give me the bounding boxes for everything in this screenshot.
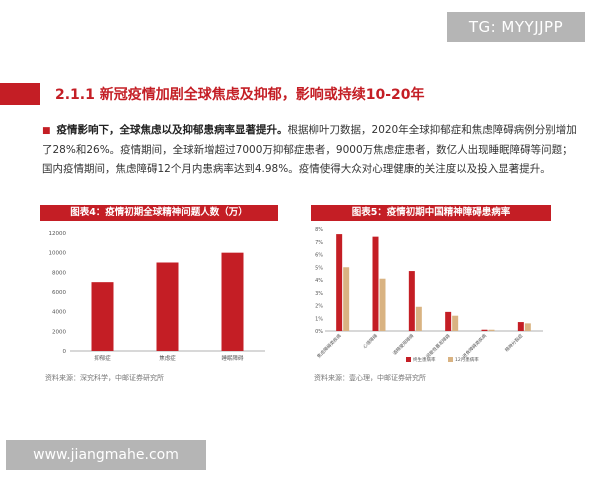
x-tick-label: 精神分裂症 [503,332,524,353]
y-tick-label: 1% [315,316,323,322]
y-tick-label: 8% [315,227,323,233]
chart-panel-global: 图表4：疫情初期全球精神问题人数（万） 0 2000 4000 6000 8000 100… [40,205,278,385]
x-tick-label: 间歇性暴发障碍 [424,332,452,360]
bullet-icon: ■ [42,126,51,136]
bar [221,252,244,351]
x-tick-label: 焦虑障碍类疾病 [315,332,343,360]
y-tick-label: 6% [315,253,323,259]
bar [517,322,524,331]
chart-panel-china: 图表5：疫情初期中国精神障碍患病率 0% 1% 2% 3% 4% 5% 6% 7% 8% 焦虑障碍… [311,205,551,385]
bar [156,262,179,351]
bar [336,234,343,331]
x-tick-label: 心境障碍 [361,332,379,350]
chart-title-china: 图表5：疫情初期中国精神障碍患病率 [311,205,551,221]
bar [91,282,114,351]
y-tick-label: 6000 [52,290,66,296]
bar [372,236,379,331]
bar [415,306,422,331]
section-accent-stripe [0,83,40,105]
legend-swatch [448,357,453,362]
legend-label: 12月患病率 [455,356,479,363]
y-tick-label: 4% [315,278,323,284]
y-tick-label: 2000 [52,329,66,335]
y-tick-label: 0 [63,349,67,355]
chart-china-svg: 0% 1% 2% 3% 4% 5% 6% 7% 8% 焦虑障碍类疾病 心境障碍 酒精使用障碍 间歇性暴发… [315,227,543,363]
bar [379,278,386,331]
legend-label: 终生患病率 [413,356,436,363]
y-tick-label: 12000 [49,231,67,237]
chart-global-svg: 0 2000 4000 6000 8000 10000 12000 抑郁症 焦虑症 睡眠障碍 [49,231,265,362]
summary-paragraph: ■ 疫情影响下，全球焦虑以及抑郁患病率显著提升。根据柳叶刀数据，2020年全球抑郁… [42,121,577,179]
bar [481,329,488,331]
bar [408,271,415,331]
y-tick-label: 3% [315,291,323,297]
bar [343,267,350,331]
section-title: 2.1.1 新冠疫情加剧全球焦虑及抑郁，影响或持续10-20年 [55,87,425,103]
x-tick-label: 焦虑症 [159,354,176,362]
paragraph-lead: 疫情影响下，全球焦虑以及抑郁患病率显著提升。 [56,124,288,136]
legend-swatch [406,357,411,362]
y-tick-label: 0% [315,329,323,335]
chart-title-global: 图表4：疫情初期全球精神问题人数（万） [40,205,278,221]
y-tick-label: 2% [315,304,323,310]
x-tick-label: 睡眠障碍 [221,354,244,362]
x-tick-label: 抑郁症 [94,354,111,362]
watermark-bottom: www.jiangmahe.com [6,440,206,470]
bar [524,323,531,331]
chart-source-global: 资料来源：深究科学，中邮证券研究所 [45,374,164,382]
y-tick-label: 4000 [52,310,66,316]
y-tick-label: 5% [315,265,323,271]
bar [488,329,495,331]
chart-source-china: 资料来源：壹心理，中邮证券研究所 [314,374,426,382]
y-tick-label: 7% [315,240,323,246]
paragraph-body: 根据柳叶刀数据，2020年全球抑郁症和焦虑障碍病例分别增加了28%和26%。疫情… [42,124,577,175]
y-tick-label: 8000 [52,270,66,276]
y-tick-label: 10000 [49,251,67,257]
x-tick-label: 酒精使用障碍 [391,332,415,356]
watermark-top: TG: MYYJJPP [447,12,585,42]
x-tick-label: 进食障碍类疾病 [461,332,489,360]
bar [445,311,452,331]
bar [452,315,459,331]
